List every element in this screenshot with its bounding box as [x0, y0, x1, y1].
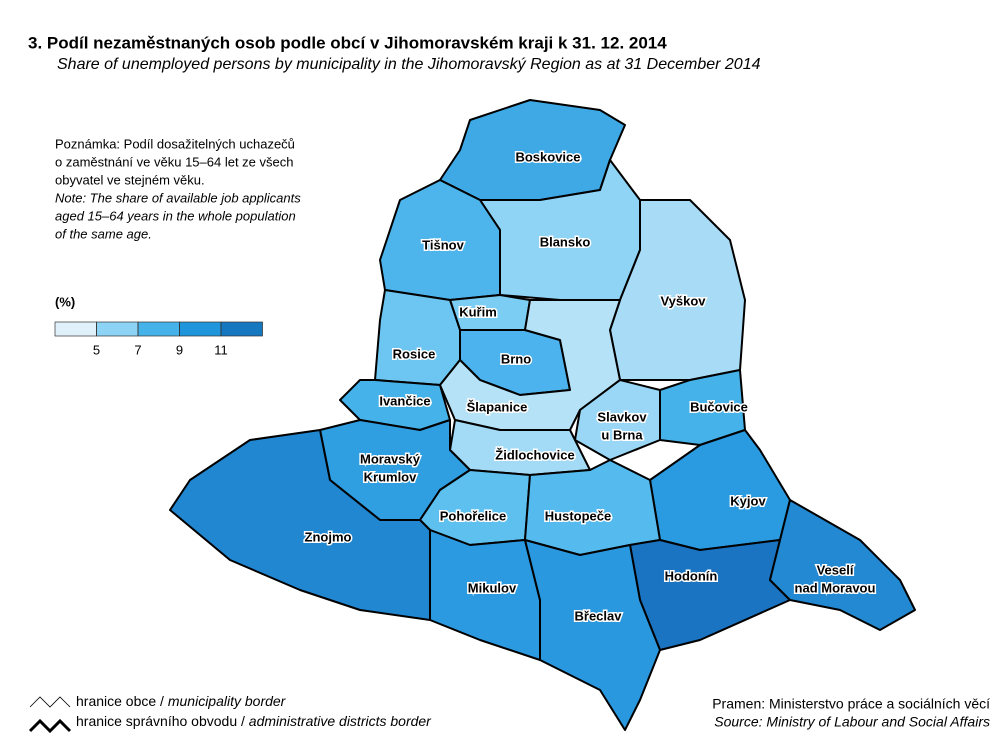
district-label: Hustopeče: [545, 508, 611, 523]
note-en: of the same age.: [55, 226, 152, 241]
municipality-border-sample: [29, 696, 71, 708]
district-label: Veselí: [817, 562, 854, 577]
source-cz: Pramen: Ministerstvo práce a sociálních …: [712, 696, 990, 712]
note-en: Note: The share of available job applica…: [55, 190, 301, 205]
legend-tick-label: 5: [93, 342, 100, 357]
district-label: Pohořelice: [440, 508, 506, 523]
district-label: Tišnov: [422, 237, 464, 252]
district-label: Brno: [501, 351, 531, 366]
district-label: Znojmo: [305, 529, 352, 544]
note-cz: Poznámka: Podíl dosažitelných uchazečů: [55, 136, 295, 151]
district-label: Bučovice: [690, 399, 748, 414]
title: 3. Podíl nezaměstnaných osob podle obcí …: [28, 33, 667, 52]
district-label: Hodonín: [665, 568, 718, 583]
district-label: Židlochovice: [495, 447, 574, 462]
district: [524, 539, 661, 731]
border-legend: hranice obce / municipality border hrani…: [28, 693, 432, 734]
district-labels: Boskovice Blansko Tišnov Vyškov Kuřim Brno Ros…: [303, 148, 877, 625]
border-en: municipality border: [168, 693, 287, 709]
border-label: hranice správního obvodu / administrativ…: [76, 713, 432, 729]
district-label: Mikulov: [468, 580, 517, 595]
district-label: Slavkov: [597, 409, 647, 424]
district-border-sample: [28, 718, 72, 734]
district-label: Ivančice: [379, 393, 430, 408]
legend-swatch: [220, 321, 263, 337]
legend-swatch: [179, 321, 222, 337]
legend-swatch: [54, 321, 97, 337]
district-label: Blansko: [540, 234, 591, 249]
note-cz: obyvatel ve stejném věku.: [55, 172, 205, 187]
legend-unit: (%): [55, 294, 75, 309]
district-label: Kyjov: [730, 493, 766, 508]
note-en: aged 15–64 years in the whole population: [55, 208, 296, 223]
note-cz: o zaměstnání ve věku 15–64 let ze všech: [55, 154, 293, 169]
district: [769, 499, 916, 631]
subtitle: Share of unemployed persons by municipal…: [57, 56, 761, 73]
district-label: u Brna: [601, 427, 643, 442]
legend-swatch: [137, 321, 180, 337]
legend-tick-label: 9: [176, 342, 183, 357]
district-label: Šlapanice: [467, 399, 528, 414]
border-en: administrative districts border: [249, 713, 432, 729]
border-cz: hranice obce /: [76, 693, 164, 709]
district-label: Krumlov: [364, 469, 418, 484]
source-en: Source: Ministry of Labour and Social Af…: [714, 714, 990, 730]
district-label: Moravský: [360, 451, 421, 466]
district: [374, 289, 461, 386]
district-label: Břeclav: [575, 608, 623, 623]
district-label: nad Moravou: [795, 580, 876, 595]
map: [169, 99, 916, 731]
district: [169, 429, 431, 621]
note: Poznámka: Podíl dosažitelných uchazečů o …: [55, 136, 301, 241]
district-label: Boskovice: [515, 149, 580, 164]
legend-tick-label: 11: [214, 342, 228, 357]
legend: 5 7 9 11: [54, 321, 263, 357]
district: [649, 429, 791, 551]
legend-tick-label: 7: [134, 342, 141, 357]
border-cz: hranice správního obvodu /: [76, 713, 245, 729]
district-label: Kuřim: [459, 304, 497, 319]
legend-swatch: [96, 321, 139, 337]
district-label: Vyškov: [660, 293, 706, 308]
border-label: hranice obce / municipality border: [76, 693, 287, 709]
district-label: Rosice: [393, 346, 436, 361]
